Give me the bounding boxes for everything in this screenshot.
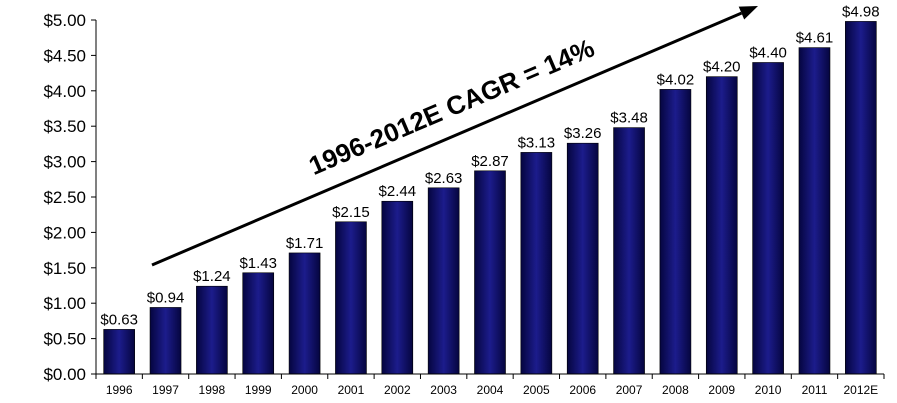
bar-2002 <box>381 200 414 375</box>
y-tick-label: $2.50 <box>43 188 86 207</box>
y-tick-label: $5.00 <box>43 11 86 30</box>
bar-value-label: $3.48 <box>610 110 648 127</box>
y-tick-label: $0.00 <box>43 365 86 384</box>
y-tick-label: $4.00 <box>43 82 86 101</box>
x-tick-label: 2001 <box>338 383 365 397</box>
cagr-annotation-text: 1996-2012E CAGR = 14% <box>304 33 598 181</box>
cagr-arrow-head-icon <box>738 6 758 20</box>
y-tick-label: $4.50 <box>43 46 86 65</box>
x-tick-label: 1996 <box>106 383 133 397</box>
bar-2011 <box>798 47 831 375</box>
bar-value-label: $0.63 <box>100 311 138 328</box>
x-tick-label: 2006 <box>569 383 596 397</box>
x-tick-label: 1998 <box>199 383 226 397</box>
bar-value-label: $0.94 <box>147 289 185 306</box>
x-tick-label: 2005 <box>523 383 550 397</box>
x-tick-label: 2003 <box>430 383 457 397</box>
cagr-arrow-line <box>151 11 743 267</box>
bar-value-label: $4.98 <box>842 3 880 20</box>
bar-1997 <box>149 307 182 375</box>
x-tick-label: 2008 <box>662 383 689 397</box>
bar-2000 <box>288 252 321 375</box>
x-tick-label: 2012E <box>843 383 878 397</box>
bar-value-label: $2.15 <box>332 204 370 221</box>
bar-value-label: $3.13 <box>518 134 556 151</box>
x-tick-label: 2011 <box>802 383 828 397</box>
bar-2003 <box>427 187 460 375</box>
x-tick-label: 1997 <box>152 383 179 397</box>
bar-2007 <box>613 127 645 375</box>
bar-2010 <box>752 62 784 375</box>
x-tick-label: 2010 <box>755 383 782 397</box>
bar-value-label: $3.26 <box>564 125 602 142</box>
bar-2006 <box>566 142 599 375</box>
y-axis-ticks: $0.00 $0.50 $1.00 $1.50 $2.00 $2.50 $3.00 $3.50… <box>43 11 96 384</box>
bar-1999 <box>242 272 275 375</box>
bar-2008 <box>659 89 692 375</box>
bar-1996 <box>103 329 135 375</box>
bar-2005 <box>520 152 553 375</box>
bar-value-label: $1.71 <box>286 235 324 252</box>
bar-value-label: $4.40 <box>749 44 787 61</box>
x-axis-ticks: 1996 1997 1998 1999 2000 2001 2002 2003 2004 2005… <box>95 374 885 397</box>
bar-value-label: $1.24 <box>193 268 231 285</box>
x-tick-label: 2004 <box>477 383 504 397</box>
y-tick-label: $3.00 <box>43 153 86 172</box>
bar-2004 <box>474 170 506 375</box>
x-tick-label: 1999 <box>245 383 272 397</box>
y-tick-label: $2.00 <box>43 223 86 242</box>
bar-value-label: $2.63 <box>425 170 463 187</box>
bar-value-label: $4.20 <box>703 59 741 76</box>
bar-value-labels: $0.63 $0.94 $1.24 $1.43 $1.71 $2.15 $2.44 $2.63… <box>100 3 879 328</box>
bar-value-label: $2.87 <box>471 153 509 170</box>
bar-value-label: $4.61 <box>796 30 834 47</box>
x-tick-label: 2009 <box>708 383 735 397</box>
bar-1998 <box>196 285 228 375</box>
y-tick-label: $1.50 <box>43 259 86 278</box>
bar-value-label: $4.02 <box>657 71 695 88</box>
x-tick-label: 2002 <box>384 383 411 397</box>
y-tick-label: $3.50 <box>43 117 86 136</box>
bar-2009 <box>705 76 738 375</box>
y-tick-label: $0.50 <box>43 330 86 349</box>
y-tick-label: $1.00 <box>43 294 86 313</box>
bar-value-label: $1.43 <box>239 255 277 272</box>
x-tick-label: 2007 <box>616 383 643 397</box>
bar-value-label: $2.44 <box>379 183 417 200</box>
bars-group <box>103 21 877 375</box>
bar-2012E <box>845 21 877 375</box>
bar-2001 <box>335 221 367 375</box>
x-tick-label: 2000 <box>291 383 318 397</box>
